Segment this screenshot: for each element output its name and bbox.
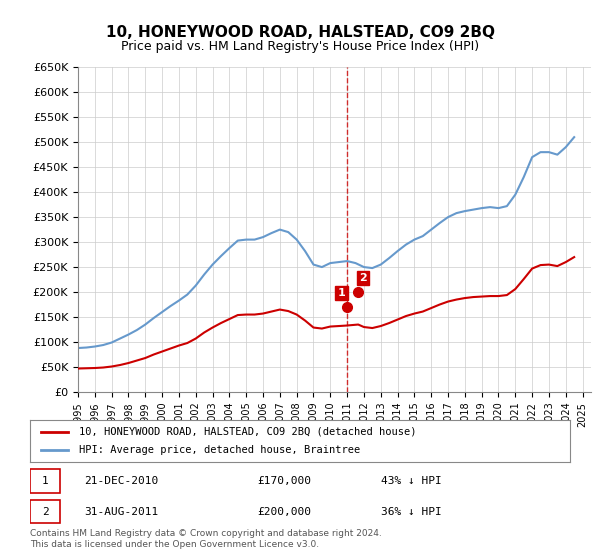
Text: HPI: Average price, detached house, Braintree: HPI: Average price, detached house, Brai… (79, 445, 360, 455)
Text: 1: 1 (42, 476, 49, 486)
Text: 31-AUG-2011: 31-AUG-2011 (84, 507, 158, 517)
FancyBboxPatch shape (30, 469, 60, 493)
Text: Contains HM Land Registry data © Crown copyright and database right 2024.
This d: Contains HM Land Registry data © Crown c… (30, 529, 382, 549)
FancyBboxPatch shape (30, 500, 60, 523)
Text: 43% ↓ HPI: 43% ↓ HPI (381, 476, 442, 486)
Text: £170,000: £170,000 (257, 476, 311, 486)
Text: 1: 1 (338, 288, 346, 298)
Text: 10, HONEYWOOD ROAD, HALSTEAD, CO9 2BQ (detached house): 10, HONEYWOOD ROAD, HALSTEAD, CO9 2BQ (d… (79, 427, 416, 437)
Text: 10, HONEYWOOD ROAD, HALSTEAD, CO9 2BQ: 10, HONEYWOOD ROAD, HALSTEAD, CO9 2BQ (106, 25, 494, 40)
Text: 21-DEC-2010: 21-DEC-2010 (84, 476, 158, 486)
Text: £200,000: £200,000 (257, 507, 311, 517)
Text: 36% ↓ HPI: 36% ↓ HPI (381, 507, 442, 517)
Text: Price paid vs. HM Land Registry's House Price Index (HPI): Price paid vs. HM Land Registry's House … (121, 40, 479, 53)
Text: 2: 2 (42, 507, 49, 517)
Text: 2: 2 (359, 273, 367, 283)
